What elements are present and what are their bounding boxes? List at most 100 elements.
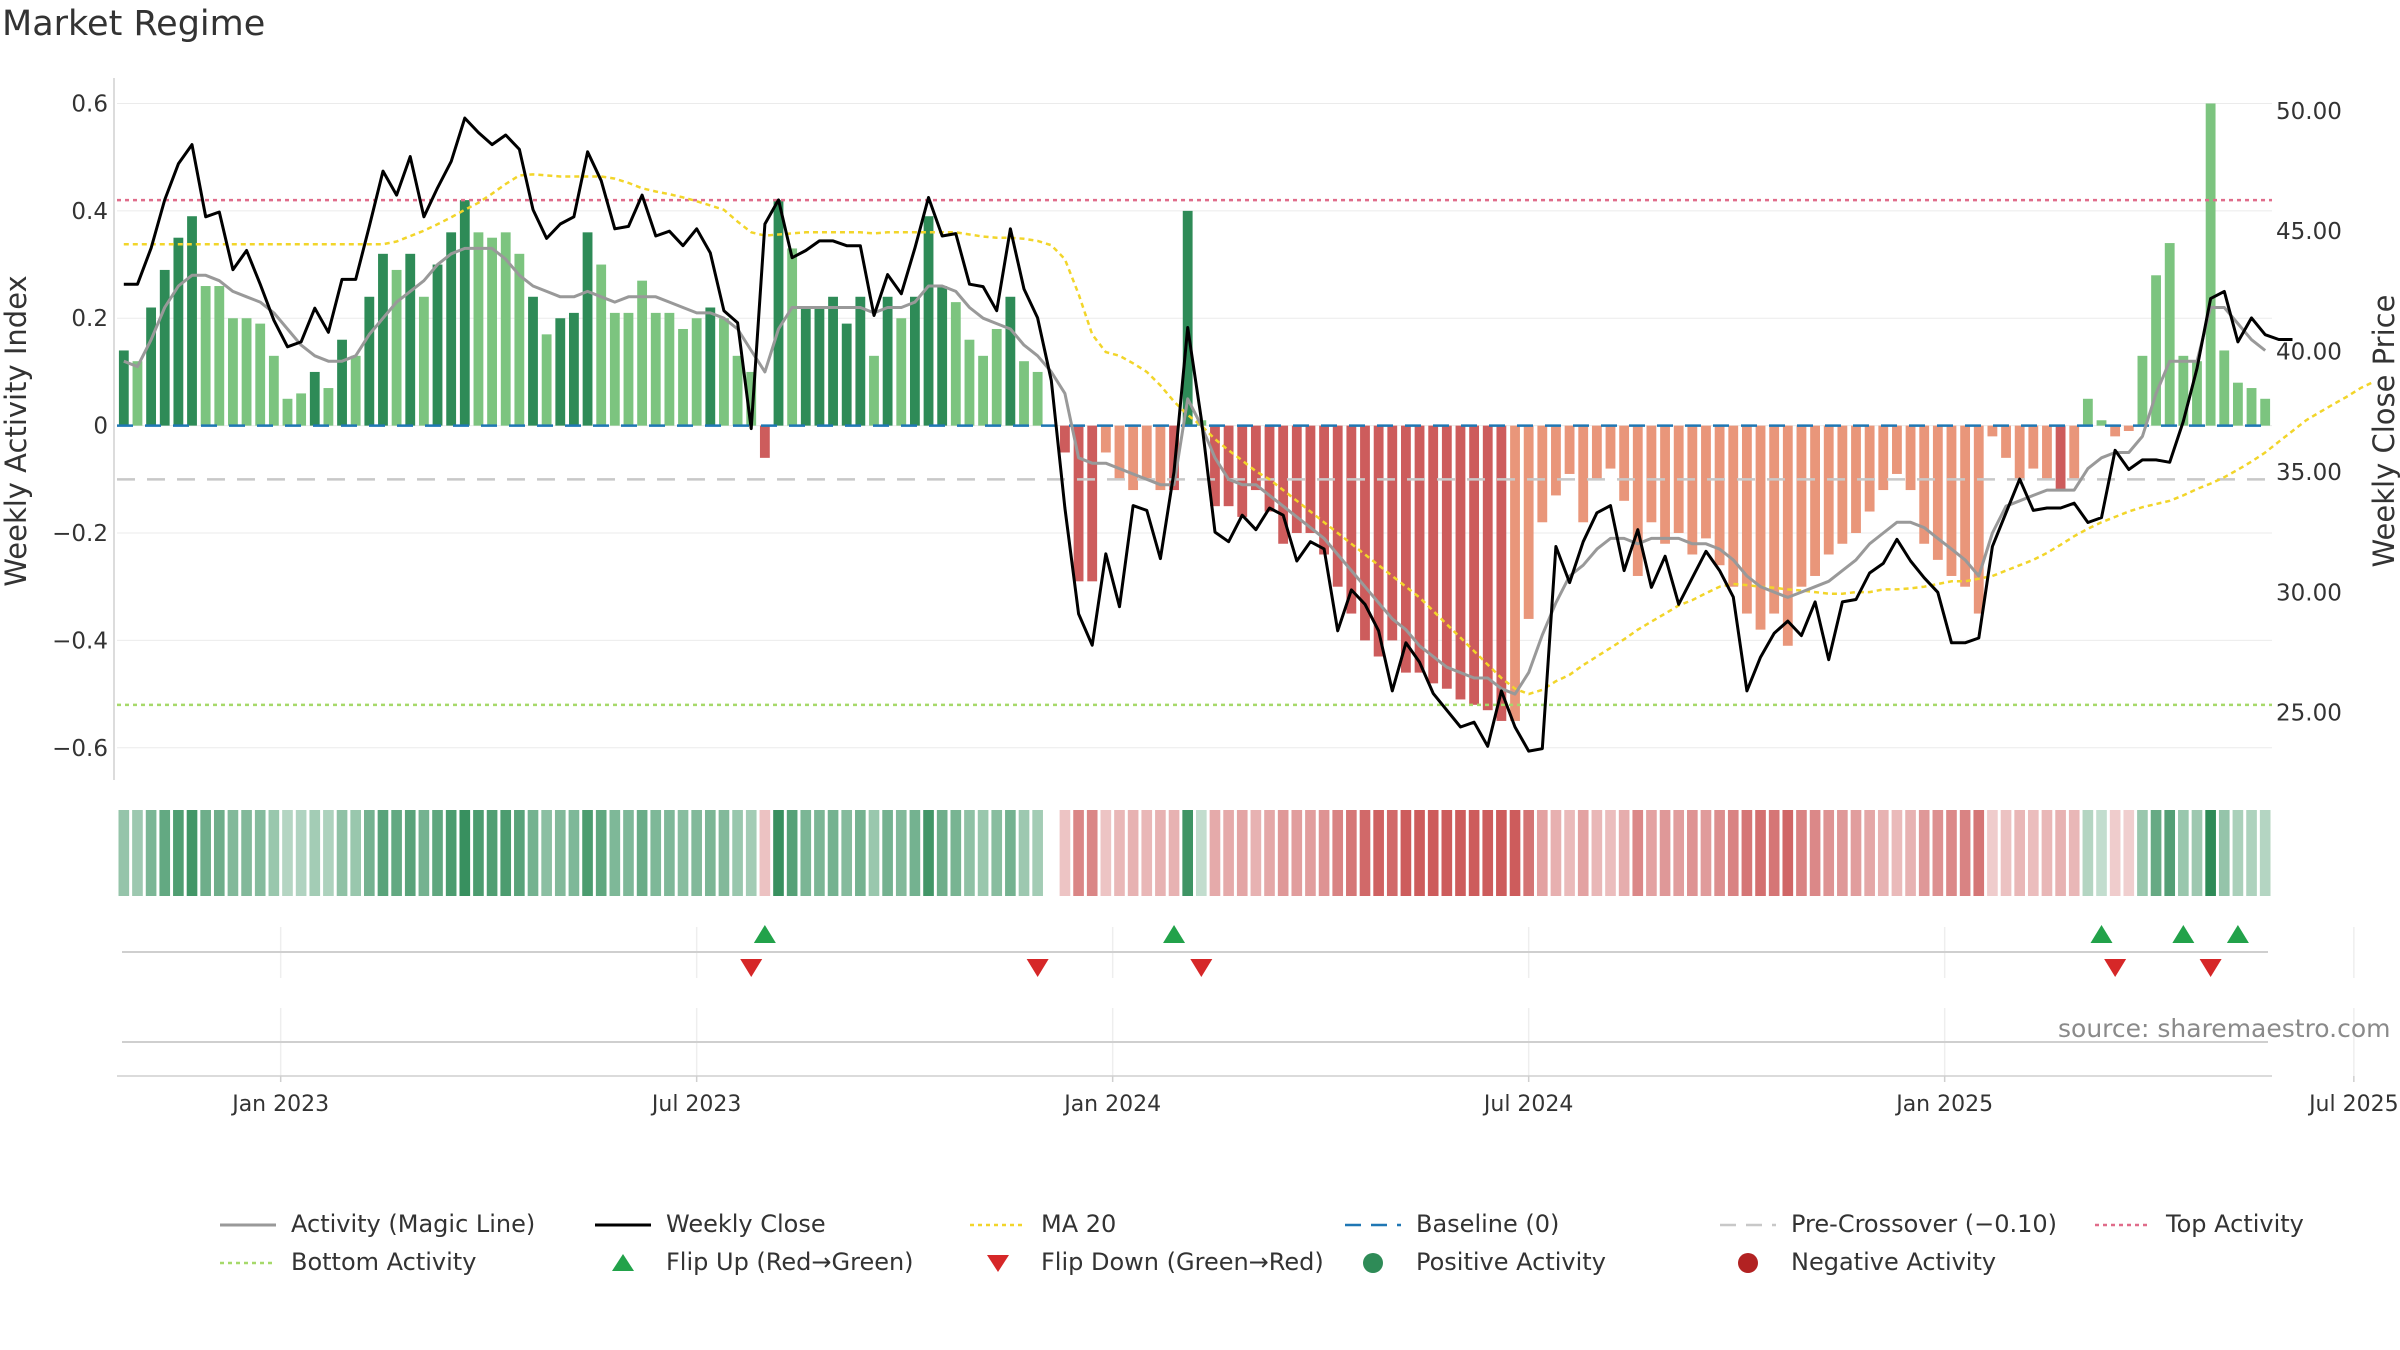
left-tick-label: 0.4 <box>71 199 108 225</box>
regime-cell <box>923 810 934 896</box>
activity-bar <box>1332 425 1343 587</box>
regime-cell <box>1550 810 1562 896</box>
activity-bar <box>2246 388 2257 426</box>
activity-bar <box>978 355 989 426</box>
activity-bar <box>719 318 729 426</box>
right-tick-label: 35.00 <box>2276 460 2342 486</box>
regime-cell <box>1373 810 1384 896</box>
activity-bar <box>1264 425 1275 512</box>
activity-bar <box>1373 425 1384 657</box>
activity-bar <box>337 339 347 426</box>
activity-bar <box>1728 425 1739 587</box>
regime-cell <box>2068 810 2080 896</box>
flip-up-marker <box>753 925 776 943</box>
regime-cell <box>1918 810 1930 896</box>
flip-up-marker <box>1163 925 1186 943</box>
activity-bar <box>950 302 961 426</box>
activity-bar <box>500 232 511 426</box>
regime-cell <box>568 810 580 896</box>
regime-cell <box>1755 810 1766 896</box>
regime-cell <box>1386 810 1398 896</box>
activity-bar <box>1646 425 1657 523</box>
regime-cell <box>1891 810 1903 896</box>
regime-cell <box>500 810 512 896</box>
activity-bar <box>1755 425 1766 630</box>
activity-bar <box>487 237 497 426</box>
regime-cell <box>1905 810 1916 896</box>
activity-bar <box>1005 296 1016 426</box>
regime-cell <box>173 810 184 896</box>
regime-cell <box>295 810 307 896</box>
regime-cell <box>1427 810 1439 896</box>
activity-bar <box>228 318 238 426</box>
activity-bar <box>1019 361 1029 426</box>
activity-bar <box>1250 425 1261 491</box>
activity-bar <box>2110 425 2121 437</box>
activity-bar <box>1591 425 1602 480</box>
regime-cell <box>595 810 607 896</box>
regime-cell <box>1264 810 1275 896</box>
regime-cell <box>1414 810 1425 896</box>
regime-cell <box>554 810 566 896</box>
activity-bar <box>1305 425 1316 534</box>
activity-bar <box>2219 350 2230 426</box>
activity-bar <box>814 307 825 426</box>
activity-bar <box>555 318 566 426</box>
regime-cell <box>2232 810 2244 896</box>
regime-cell <box>1646 810 1657 896</box>
regime-cell <box>2041 810 2053 896</box>
activity-bar <box>1087 425 1098 582</box>
regime-cell <box>1196 810 1207 896</box>
activity-bar <box>2260 398 2271 426</box>
activity-bar <box>1741 425 1752 614</box>
regime-cell <box>1455 810 1466 896</box>
activity-bar <box>623 312 634 426</box>
activity-bar <box>732 355 743 426</box>
right-tick-label: 40.00 <box>2276 340 2342 366</box>
activity-bar <box>759 425 770 458</box>
regime-cell <box>1577 810 1589 896</box>
x-tick-label: Jan 2024 <box>1062 1092 1161 1117</box>
regime-cell <box>1346 810 1357 896</box>
activity-bar <box>1564 425 1575 474</box>
activity-bar <box>1441 425 1452 689</box>
regime-cell <box>964 810 975 896</box>
activity-bar <box>1100 425 1111 453</box>
activity-bar <box>282 398 293 426</box>
regime-cell <box>282 810 293 896</box>
activity-bar <box>132 361 143 426</box>
regime-cell <box>1318 810 1330 896</box>
activity-bar <box>418 296 429 426</box>
regime-cell <box>1277 810 1289 896</box>
activity-bar <box>991 328 1002 426</box>
x-tick-label: Jul 2023 <box>650 1092 742 1117</box>
activity-bar <box>1060 425 1070 453</box>
source-credit: source: sharemaestro.com <box>2058 1014 2391 1043</box>
regime-cell <box>227 810 239 896</box>
right-tick-label: 25.00 <box>2276 701 2342 727</box>
activity-bar <box>268 355 279 426</box>
regime-cell <box>950 810 962 896</box>
regime-cell <box>527 810 539 896</box>
activity-bar <box>1987 425 1998 437</box>
regime-cell <box>336 810 348 896</box>
regime-cell <box>377 810 389 896</box>
activity-bar <box>664 312 675 426</box>
activity-bar <box>896 318 907 426</box>
activity-bar <box>1946 425 1957 576</box>
right-tick-label: 30.00 <box>2276 580 2342 606</box>
activity-bar <box>528 296 538 426</box>
regime-cell <box>773 810 784 896</box>
activity-bar <box>1223 425 1234 507</box>
activity-bar <box>1537 425 1548 523</box>
regime-cell <box>2164 810 2176 896</box>
regime-cell <box>213 810 225 896</box>
left-tick-label: −0.2 <box>52 521 108 547</box>
regime-cell <box>350 810 362 896</box>
flip-down-marker <box>1190 959 1213 977</box>
activity-bar <box>405 253 416 426</box>
activity-bar <box>1428 425 1439 684</box>
activity-bar <box>1837 425 1848 544</box>
regime-cell <box>882 810 893 896</box>
x-tick-label: Jan 2025 <box>1894 1092 1993 1117</box>
